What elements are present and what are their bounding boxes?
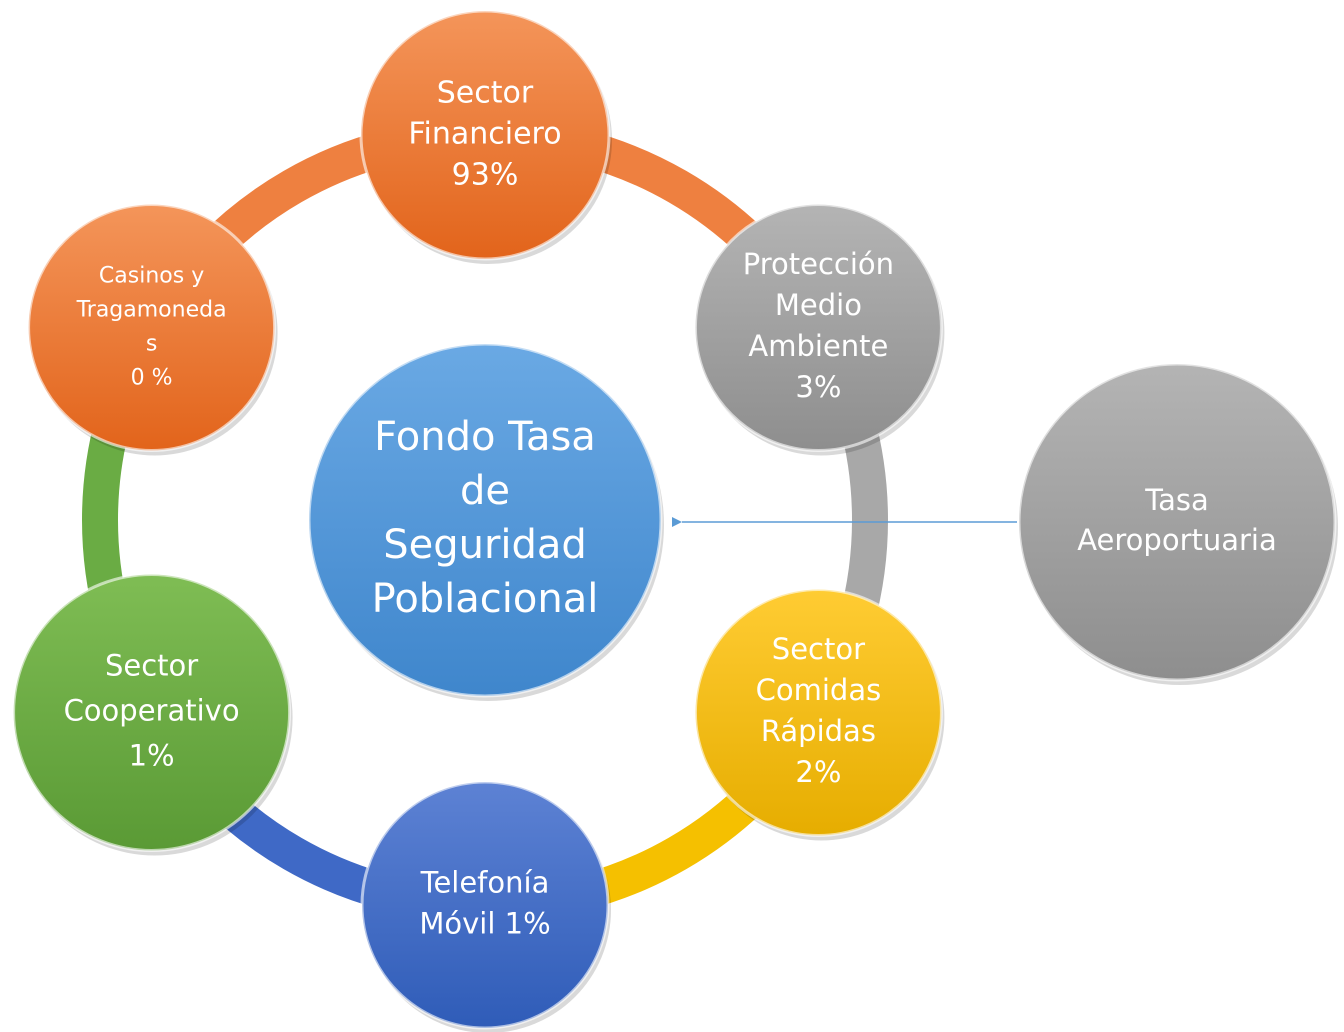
sector-node-label: Tragamoneda	[76, 298, 227, 323]
external-node-label: Aeroportuaria	[1077, 523, 1277, 557]
center-node-label: de	[460, 468, 510, 514]
sector-node-label: Sector	[437, 76, 534, 111]
sector-node-label: Móvil 1%	[419, 907, 550, 941]
sector-node-label: Protección	[743, 247, 894, 281]
center-node-label: Seguridad	[383, 522, 587, 568]
sector-node-label: Cooperativo	[64, 694, 240, 728]
sector-node	[359, 9, 611, 261]
sector-node-label: 93%	[452, 158, 519, 193]
sector-node	[693, 588, 943, 837]
sector-node-label: 2%	[795, 755, 841, 789]
sector-node	[693, 203, 943, 452]
sector-node-label: Sector	[105, 649, 198, 683]
sector-node-label: Financiero	[408, 117, 561, 152]
sector-node-label: Telefonía	[420, 866, 550, 900]
external-node-label: Tasa	[1144, 483, 1209, 517]
sector-node-label: 3%	[795, 370, 841, 404]
center-node-label: Poblacional	[372, 576, 599, 622]
external-node	[1017, 362, 1337, 682]
sector-node	[12, 573, 292, 852]
sector-node-label: Ambiente	[748, 329, 888, 363]
sector-node	[27, 203, 277, 452]
sector-node-label: 1%	[129, 739, 175, 773]
sector-node-label: Casinos y	[99, 264, 204, 289]
sector-node-label: Comidas	[756, 673, 882, 707]
sector-node-label: Rápidas	[761, 714, 876, 748]
sector-node-label: Medio	[775, 288, 862, 322]
center-node-label: Fondo Tasa	[374, 414, 596, 460]
sector-node-label: s	[146, 332, 157, 357]
sector-node-label: Sector	[772, 632, 865, 666]
center-node	[307, 342, 663, 698]
nodes: Fondo Tasa de Seguridad Poblacional Sector Fi…	[12, 9, 1338, 1032]
sector-node-label: 0 %	[131, 366, 173, 391]
sector-node	[360, 780, 610, 1030]
